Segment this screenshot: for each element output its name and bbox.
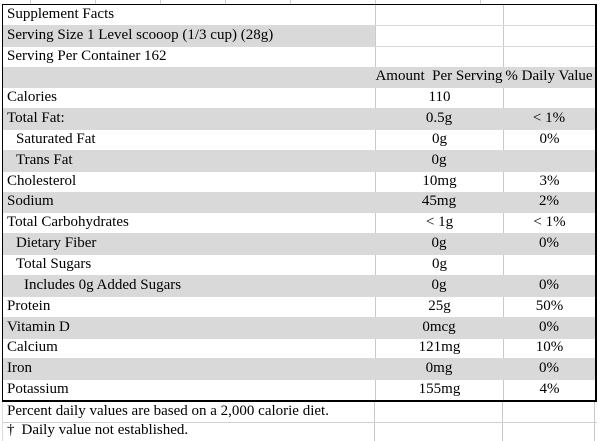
- amount-value-cell[interactable]: 121mg: [375, 338, 503, 359]
- amount-value-cell[interactable]: 25g: [375, 296, 503, 317]
- daily-value-cell[interactable]: 0%: [539, 276, 559, 293]
- empty-cell[interactable]: [374, 402, 502, 422]
- daily-value-cell[interactable]: [503, 88, 595, 109]
- amount-value-cell[interactable]: [375, 25, 503, 46]
- daily-value-cell[interactable]: 0%: [539, 318, 559, 335]
- gridline: [375, 0, 376, 4]
- gridline: [95, 0, 96, 4]
- table-row: Calories 110: [3, 88, 595, 110]
- row-label-cell[interactable]: Dietary Fiber: [16, 235, 97, 252]
- sheet-gridline-strip: [0, 0, 600, 4]
- footnote-not-established-text: Daily value not established.: [21, 423, 189, 438]
- table-row: Calcium 121mg 10%: [3, 338, 595, 360]
- table-row: Vitamin D 0mcg 0%: [3, 317, 595, 339]
- amount-value-cell[interactable]: 45mg: [421, 193, 457, 210]
- daily-value-cell[interactable]: [503, 5, 595, 25]
- table-row: Protein 25g 50%: [3, 296, 595, 318]
- gridline: [225, 0, 226, 4]
- amount-value-cell[interactable]: < 1g: [375, 213, 503, 234]
- row-label-cell[interactable]: Total Sugars: [16, 255, 92, 272]
- row-label-cell[interactable]: Includes 0g Added Sugars: [24, 276, 182, 293]
- table-footnotes: Percent daily values are based on a 2,00…: [2, 402, 597, 441]
- row-label-cell[interactable]: Supplement Facts: [7, 5, 115, 22]
- footnote-row-daily-values: Percent daily values are based on a 2,00…: [3, 402, 597, 423]
- table-row: Saturated Fat 0g 0%: [3, 130, 595, 151]
- amount-value-cell[interactable]: 0mg: [425, 360, 453, 377]
- footnote-not-established-cell[interactable]: † Daily value not established.: [3, 423, 374, 441]
- label-header-cell[interactable]: [3, 68, 375, 88]
- daily-value-cell[interactable]: < 1%: [503, 213, 595, 234]
- gridline: [480, 0, 481, 4]
- amount-value-cell[interactable]: 0g: [431, 276, 447, 293]
- amount-value-cell[interactable]: 10mg: [375, 171, 503, 192]
- empty-cell[interactable]: [502, 423, 595, 441]
- amount-value-cell[interactable]: 110: [375, 88, 503, 109]
- table-row: Sodium 45mg 2%: [3, 192, 595, 214]
- amount-value-cell[interactable]: 0mcg: [422, 318, 456, 335]
- table-row: Serving Per Container 162: [3, 46, 595, 68]
- daily-value-cell[interactable]: 0%: [539, 235, 559, 252]
- table-row: Cholesterol 10mg 3%: [3, 171, 595, 193]
- daily-value-cell[interactable]: 0%: [503, 130, 595, 150]
- amount-value-cell[interactable]: [375, 46, 503, 67]
- table-row: Dietary Fiber 0g 0%: [3, 234, 595, 256]
- amount-value-cell[interactable]: 0g: [431, 235, 447, 252]
- daily-value-cell[interactable]: [503, 255, 595, 275]
- table-row: Supplement Facts: [3, 5, 595, 26]
- footnote-row-not-established: † Daily value not established.: [3, 423, 597, 441]
- row-label-cell[interactable]: Calories: [7, 89, 57, 106]
- amount-value-cell[interactable]: 0g: [375, 255, 503, 275]
- gridline: [290, 0, 291, 4]
- amount-value-cell[interactable]: 155mg: [375, 380, 503, 401]
- table-rows: Supplement Facts Serving Size 1 Level sco…: [3, 5, 595, 401]
- column-header-row: Amount Per Serving% Daily Value: [3, 67, 595, 89]
- empty-cell[interactable]: [502, 402, 595, 422]
- row-label-cell[interactable]: Trans Fat: [16, 151, 73, 168]
- footnote-daily-values-cell[interactable]: Percent daily values are based on a 2,00…: [7, 403, 329, 419]
- row-label-cell[interactable]: Potassium: [7, 381, 69, 398]
- amount-value-cell[interactable]: [375, 5, 503, 25]
- daily-value-cell[interactable]: [503, 151, 595, 171]
- gridline: [160, 0, 161, 4]
- table-row: Total Carbohydrates < 1g < 1%: [3, 213, 595, 235]
- gridline: [30, 0, 31, 4]
- daily-value-cell[interactable]: [503, 25, 595, 46]
- dagger-symbol: †: [7, 423, 15, 438]
- empty-cell[interactable]: [374, 423, 502, 441]
- amount-value-cell[interactable]: 0g: [375, 130, 503, 150]
- table-row: Trans Fat 0g: [3, 150, 595, 172]
- row-label-cell[interactable]: Serving Size 1 Level scooop (1/3 cup) (2…: [3, 25, 375, 46]
- row-label-cell[interactable]: Saturated Fat: [16, 130, 96, 147]
- amount-value-cell[interactable]: 0.5g: [425, 110, 453, 127]
- table-row: Total Sugars 0g: [3, 255, 595, 276]
- row-label-cell[interactable]: Total Carbohydrates: [7, 214, 129, 231]
- row-label-cell[interactable]: Serving Per Container 162: [7, 47, 167, 64]
- daily-value-cell[interactable]: 3%: [503, 171, 595, 192]
- table-row: Potassium 155mg 4%: [3, 380, 595, 401]
- row-label-cell[interactable]: Total Fat:: [7, 110, 65, 127]
- daily-value-cell[interactable]: 4%: [503, 380, 595, 401]
- table-row: Total Fat: 0.5g < 1%: [3, 109, 595, 131]
- row-label-cell[interactable]: Vitamin D: [7, 318, 70, 335]
- daily-value-cell[interactable]: 10%: [503, 338, 595, 359]
- daily-value-header-cell[interactable]: % Daily Value: [505, 68, 593, 85]
- row-label-cell[interactable]: Protein: [7, 297, 51, 314]
- daily-value-cell[interactable]: < 1%: [532, 110, 566, 127]
- daily-value-cell[interactable]: 0%: [539, 360, 559, 377]
- amount-per-serving-header-cell[interactable]: Amount Per Serving: [375, 68, 503, 85]
- row-label-cell[interactable]: Calcium: [7, 339, 58, 356]
- table-row: Includes 0g Added Sugars 0g 0%: [3, 275, 595, 297]
- table-row: Iron 0mg 0%: [3, 359, 595, 381]
- daily-value-cell[interactable]: [503, 46, 595, 67]
- supplement-facts-table: Supplement Facts Serving Size 1 Level sco…: [2, 4, 597, 402]
- row-label-cell[interactable]: Cholesterol: [7, 172, 77, 189]
- amount-value-cell[interactable]: 0g: [431, 151, 447, 168]
- row-label-cell[interactable]: Sodium: [7, 193, 54, 210]
- daily-value-cell[interactable]: 2%: [539, 193, 559, 210]
- row-label-cell[interactable]: Iron: [7, 360, 32, 377]
- daily-value-cell[interactable]: 50%: [503, 296, 595, 317]
- table-row: Serving Size 1 Level scooop (1/3 cup) (2…: [3, 25, 595, 47]
